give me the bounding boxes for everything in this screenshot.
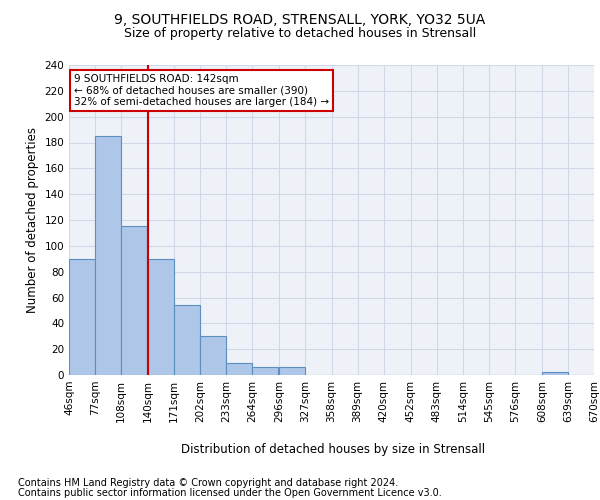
Y-axis label: Number of detached properties: Number of detached properties [26,127,39,313]
Bar [95,136,121,375]
Bar [280,367,305,375]
Bar [148,259,174,375]
Text: Contains public sector information licensed under the Open Government Licence v3: Contains public sector information licen… [18,488,442,498]
Bar [253,367,278,375]
Text: 9, SOUTHFIELDS ROAD, STRENSALL, YORK, YO32 5UA: 9, SOUTHFIELDS ROAD, STRENSALL, YORK, YO… [115,12,485,26]
Text: 9 SOUTHFIELDS ROAD: 142sqm
← 68% of detached houses are smaller (390)
32% of sem: 9 SOUTHFIELDS ROAD: 142sqm ← 68% of deta… [74,74,329,107]
Text: Distribution of detached houses by size in Strensall: Distribution of detached houses by size … [181,442,485,456]
Text: Contains HM Land Registry data © Crown copyright and database right 2024.: Contains HM Land Registry data © Crown c… [18,478,398,488]
Bar [174,305,200,375]
Bar [226,364,253,375]
Text: Size of property relative to detached houses in Strensall: Size of property relative to detached ho… [124,28,476,40]
Bar [542,372,568,375]
Bar [200,336,226,375]
Bar [69,259,95,375]
Bar [121,226,147,375]
